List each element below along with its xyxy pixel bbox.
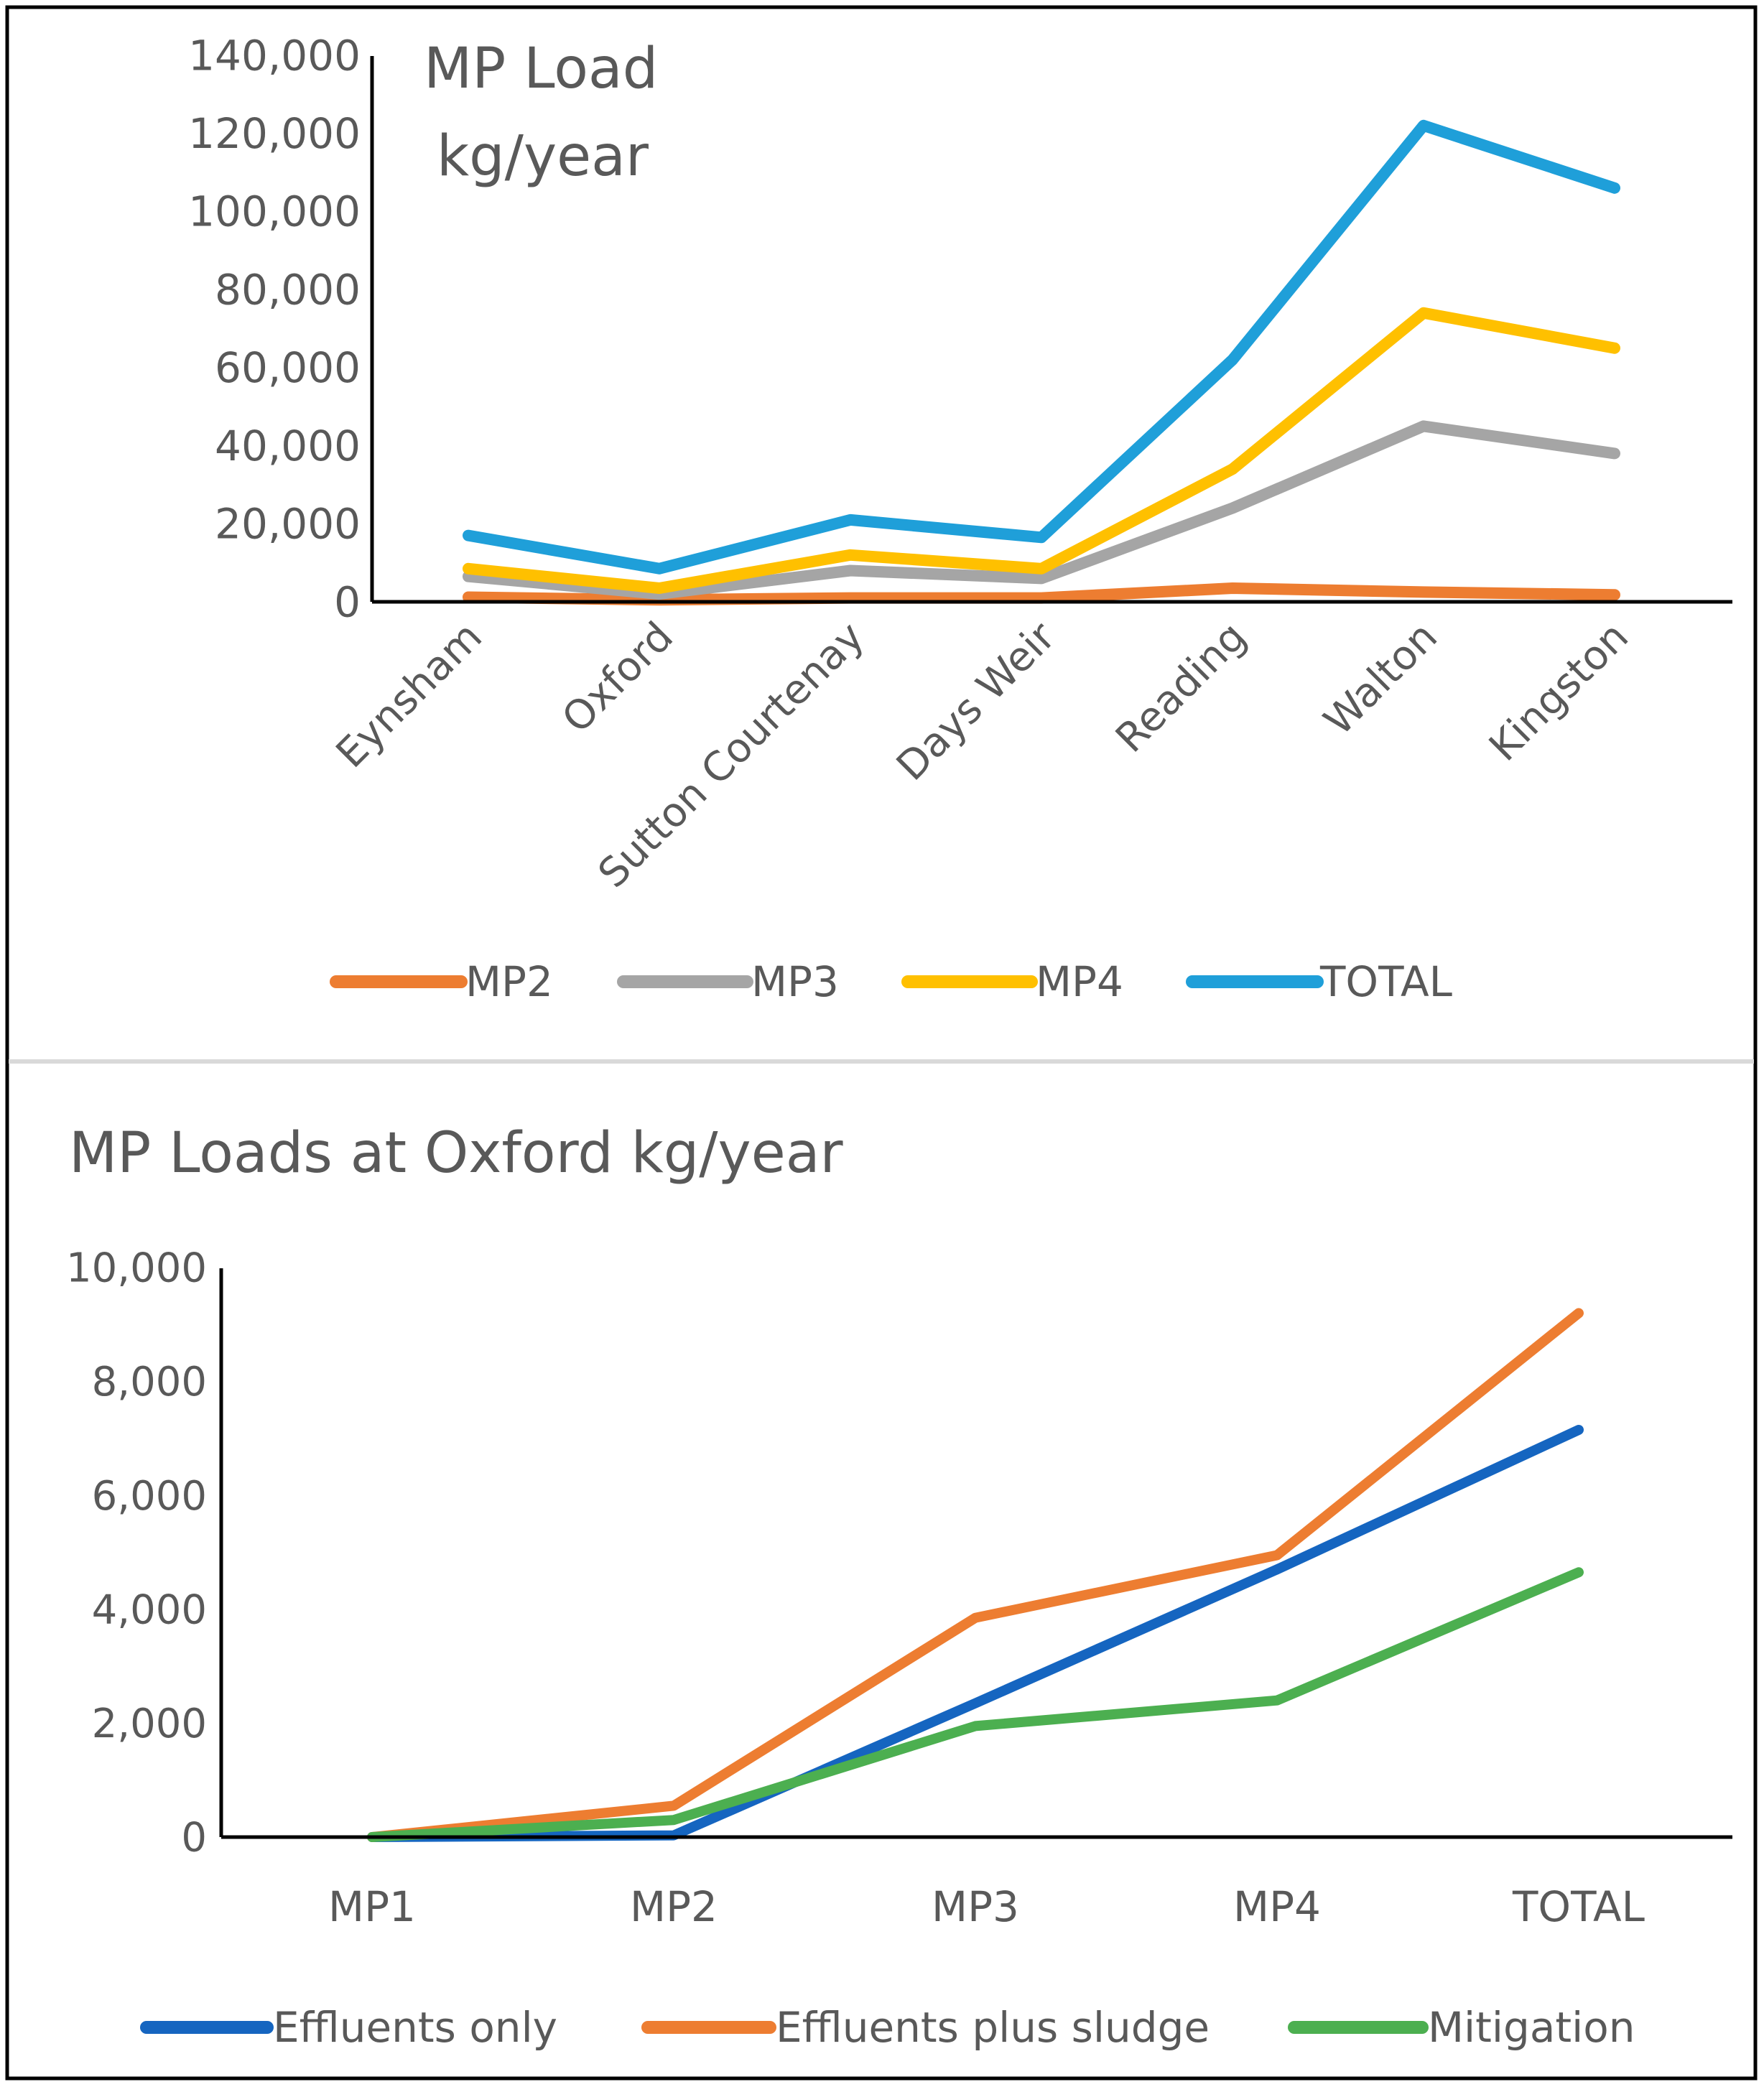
legend-item-effluents-only: Effluents only <box>140 2003 557 2052</box>
legend-label-effluents-only: Effluents only <box>273 2003 557 2052</box>
legend-item-mp2: MP2 <box>330 957 553 1006</box>
legend-label-mp3: MP3 <box>751 957 839 1006</box>
chart1-y-tick-0: 0 <box>334 577 361 626</box>
chart1-y-tick-1: 20,000 <box>215 500 361 549</box>
legend-label-mitigation: Mitigation <box>1428 2003 1635 2052</box>
chart1-point-total-reading <box>1232 359 1233 361</box>
chart2-x-tick-mp4: MP4 <box>1233 1882 1321 1931</box>
chart1-series-total <box>463 119 1620 575</box>
chart1-point-mp2-reading <box>1232 587 1233 589</box>
chart2-point-effluents-only-mp3 <box>975 1703 976 1704</box>
chart2-x-tick-mp3: MP3 <box>932 1882 1019 1931</box>
chart2-point-effluents-plus-sludge-mp2 <box>673 1805 674 1806</box>
chart1-point-mp3-reading <box>1232 508 1233 509</box>
chart2-point-mitigation-total <box>1578 1571 1579 1573</box>
legend-label-effluents-plus-sludge: Effluents plus sludge <box>776 2003 1210 2052</box>
chart1-point-mp3-sutton-courtenay <box>850 570 851 572</box>
chart1-point-total-walton <box>1423 125 1424 126</box>
legend-label-total: TOTAL <box>1319 957 1452 1006</box>
chart2-point-effluents-plus-sludge-mp3 <box>975 1617 976 1619</box>
legend-item-mp4: MP4 <box>901 957 1123 1006</box>
chart1-point-mp3-days-weir <box>1041 577 1042 579</box>
chart1-point-mp4-oxford <box>659 587 660 589</box>
chart1-y-tick-2: 40,000 <box>215 422 361 470</box>
chart1-point-mp4-eynsham <box>468 568 469 570</box>
chart2-x-tick-mp2: MP2 <box>630 1882 718 1931</box>
chart2-point-mitigation-mp2 <box>673 1819 674 1821</box>
chart1-point-total-days-weir <box>1041 536 1042 538</box>
legend-item-total: TOTAL <box>1186 957 1452 1006</box>
chart1-point-mp4-sutton-courtenay <box>850 554 851 556</box>
chart2-point-effluents-plus-sludge-mp4 <box>1276 1554 1278 1556</box>
chart1-y-tick-4: 80,000 <box>215 265 361 314</box>
chart1-y-tick-3: 60,000 <box>215 343 361 392</box>
chart1-point-total-sutton-courtenay <box>850 519 851 521</box>
chart1-point-mp2-days-weir <box>1041 598 1042 599</box>
chart2-series-effluents-plus-sludge <box>367 1308 1584 1842</box>
chart2-point-mitigation-mp4 <box>1276 1700 1278 1701</box>
chart2-series-mitigation <box>367 1567 1584 1842</box>
legend-label-mp2: MP2 <box>465 957 553 1006</box>
legend-item-mp3: MP3 <box>617 957 839 1006</box>
chart1-series-mp3 <box>463 420 1620 600</box>
chart2-x-tick-total: TOTAL <box>1512 1882 1645 1931</box>
chart2-x-tick-mp1: MP1 <box>328 1882 416 1931</box>
chart1-point-mp2-eynsham <box>468 596 469 598</box>
chart1-point-mp4-days-weir <box>1041 568 1042 570</box>
chart2-y-tick-4: 8,000 <box>92 1359 207 1405</box>
chart2-title: MP Loads at Oxford kg/year <box>69 1121 843 1186</box>
chart1-y-tick-7: 140,000 <box>188 31 361 80</box>
chart2-point-effluents-only-total <box>1578 1429 1579 1431</box>
legend-label-mp4: MP4 <box>1036 957 1123 1006</box>
chart1-legend: MP2 MP3 MP4 TOTAL <box>330 957 1452 1006</box>
chart2-y-tick-3: 6,000 <box>92 1473 207 1520</box>
chart1-point-mp3-walton <box>1423 425 1424 427</box>
chart2-point-effluents-only-mp4 <box>1276 1568 1278 1570</box>
chart2-y-tick-0: 0 <box>181 1815 207 1861</box>
figure-border <box>5 5 1758 2081</box>
chart1-point-total-kingston <box>1614 187 1615 189</box>
chart1-point-mp4-reading <box>1232 468 1233 470</box>
legend-item-effluents-plus-sludge: Effluents plus sludge <box>641 2003 1210 2052</box>
chart1-series-mp4 <box>463 307 1620 594</box>
chart2-point-effluents-plus-sludge-total <box>1578 1312 1579 1314</box>
chart1-y-tick-5: 100,000 <box>188 187 361 236</box>
chart2-legend: Effluents only Effluents plus sludge Mit… <box>140 2003 1635 2052</box>
chart-mp-loads-oxford: MP Loads at Oxford kg/year 0 2,000 4,000 6,… <box>66 1121 1732 2052</box>
chart1-point-mp4-kingston <box>1614 348 1615 349</box>
chart1-point-total-eynsham <box>468 535 469 536</box>
chart1-point-mp3-kingston <box>1614 452 1615 454</box>
chart2-y-tick-1: 2,000 <box>92 1701 207 1747</box>
chart1-point-mp3-eynsham <box>468 576 469 577</box>
chart2-y-tick-5: 10,000 <box>66 1245 207 1292</box>
chart1-point-mp2-walton <box>1423 591 1424 592</box>
chart1-point-mp2-kingston <box>1614 594 1615 595</box>
chart1-title-line1: MP Load <box>424 37 658 101</box>
legend-item-mitigation: Mitigation <box>1288 2003 1635 2052</box>
chart1-point-total-oxford <box>659 568 660 570</box>
chart1-series-mp2 <box>463 582 1620 606</box>
chart1-point-mp4-walton <box>1423 312 1424 314</box>
chart1-title-line2: kg/year <box>437 124 649 189</box>
chart2-point-mitigation-mp3 <box>975 1725 976 1726</box>
chart1-y-tick-6: 120,000 <box>188 109 361 158</box>
chart1-point-mp2-sutton-courtenay <box>850 598 851 599</box>
chart2-y-tick-2: 4,000 <box>92 1586 207 1633</box>
